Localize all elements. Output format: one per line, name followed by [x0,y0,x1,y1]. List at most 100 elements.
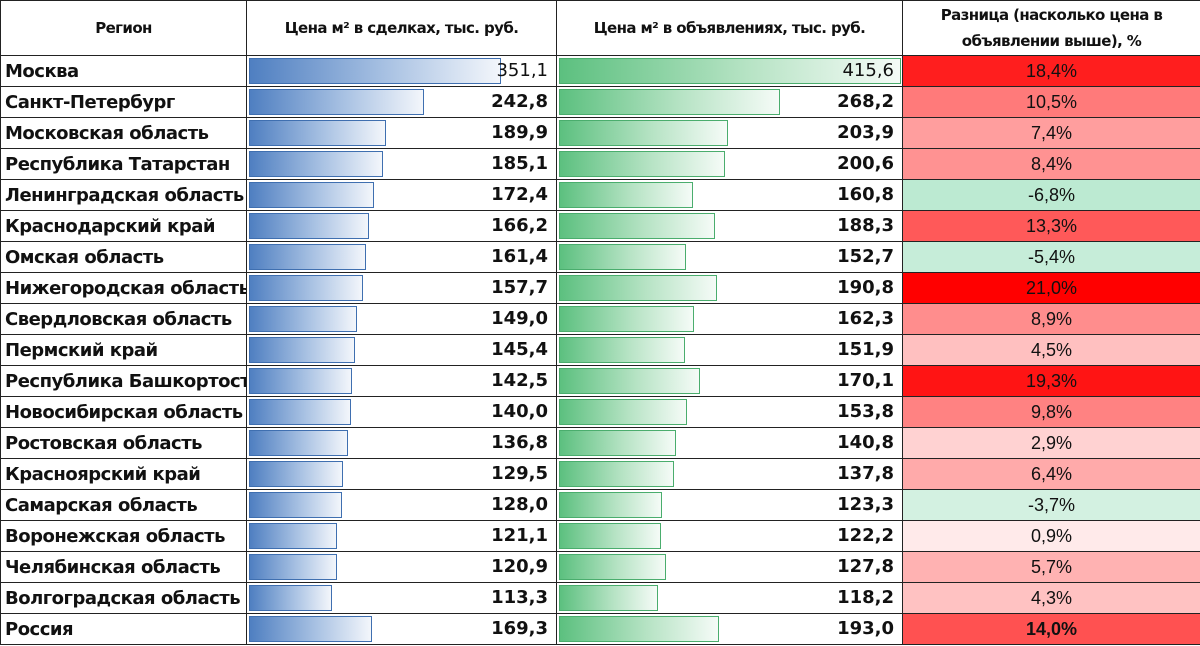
deals-price-value: 149,0 [491,308,548,329]
deals-price-value: 136,8 [491,432,548,453]
listings-price-value: 415,6 [842,60,894,81]
table-row: Московская область 189,9 203,9 7,4% [0,117,1200,149]
deals-price-bar [249,337,355,363]
listings-price-value: 160,8 [837,184,894,205]
listings-price-bar [559,244,686,270]
region-cell: Ленинградская область [0,179,247,211]
difference-cell: -5,4% [902,241,1200,273]
difference-cell: -6,8% [902,179,1200,211]
deals-price-value: 351,1 [496,60,548,81]
difference-cell: 8,4% [902,148,1200,180]
region-cell: Краснодарский край [0,210,247,242]
listings-price-bar [559,120,728,146]
listings-price-cell: 137,8 [556,458,903,490]
listings-price-value: 118,2 [837,587,894,608]
deals-price-bar [249,585,332,611]
region-cell: Челябинская область [0,551,247,583]
listings-price-bar [559,151,725,177]
listings-price-bar [559,554,666,580]
table-body: Москва 351,1 415,6 18,4% Санкт-Петербург 242,… [0,55,1200,645]
listings-price-value: 162,3 [837,308,894,329]
listings-price-bar [559,523,661,549]
listings-price-bar [559,616,719,642]
listings-price-bar [559,430,676,456]
difference-cell: 0,9% [902,520,1200,552]
table-row: Республика Башкортостан 142,5 170,1 19,3% [0,365,1200,397]
deals-price-cell: 145,4 [246,334,557,366]
difference-cell: 4,3% [902,582,1200,614]
deals-price-cell: 136,8 [246,427,557,459]
deals-price-bar [249,461,343,487]
header-difference: Разница (насколько цена в объявлении выш… [902,0,1200,56]
deals-price-bar [249,151,383,177]
listings-price-bar [559,89,780,115]
deals-price-cell: 185,1 [246,148,557,180]
deals-price-cell: 149,0 [246,303,557,335]
listings-price-value: 123,3 [837,494,894,515]
region-cell: Омская область [0,241,247,273]
difference-cell: 14,0% [902,613,1200,645]
deals-price-bar [249,616,372,642]
table-row: Санкт-Петербург 242,8 268,2 10,5% [0,86,1200,118]
deals-price-bar [249,89,424,115]
deals-price-bar [249,275,363,301]
table-row: Пермский край 145,4 151,9 4,5% [0,334,1200,366]
listings-price-cell: 193,0 [556,613,903,645]
region-cell: Республика Башкортостан [0,365,247,397]
deals-price-value: 166,2 [491,215,548,236]
listings-price-value: 268,2 [837,91,894,112]
listings-price-bar [559,306,694,332]
listings-price-bar [559,213,715,239]
difference-cell: 21,0% [902,272,1200,304]
deals-price-value: 172,4 [491,184,548,205]
listings-price-bar [559,461,674,487]
deals-price-value: 169,3 [491,618,548,639]
deals-price-cell: 169,3 [246,613,557,645]
deals-price-value: 129,5 [491,463,548,484]
region-cell: Московская область [0,117,247,149]
difference-cell: 4,5% [902,334,1200,366]
difference-cell: 19,3% [902,365,1200,397]
header-deals-price: Цена м² в сделках, тыс. руб. [246,0,557,56]
deals-price-bar [249,492,342,518]
header-row: Регион Цена м² в сделках, тыс. руб. Цена… [0,0,1200,56]
difference-cell: 7,4% [902,117,1200,149]
listings-price-cell: 127,8 [556,551,903,583]
deals-price-value: 189,9 [491,122,548,143]
listings-price-bar [559,368,700,394]
region-cell: Воронежская область [0,520,247,552]
deals-price-cell: 142,5 [246,365,557,397]
listings-price-value: 152,7 [837,246,894,267]
listings-price-cell: 140,8 [556,427,903,459]
deals-price-bar [249,430,348,456]
header-region: Регион [0,0,247,56]
listings-price-value: 188,3 [837,215,894,236]
region-cell: Россия [0,613,247,645]
region-cell: Республика Татарстан [0,148,247,180]
listings-price-cell: 153,8 [556,396,903,428]
region-cell: Красноярский край [0,458,247,490]
deals-price-value: 128,0 [491,494,548,515]
deals-price-cell: 242,8 [246,86,557,118]
deals-price-cell: 140,0 [246,396,557,428]
deals-price-bar [249,523,337,549]
difference-cell: 2,9% [902,427,1200,459]
deals-price-cell: 161,4 [246,241,557,273]
region-cell: Санкт-Петербург [0,86,247,118]
deals-price-cell: 157,7 [246,272,557,304]
region-cell: Свердловская область [0,303,247,335]
listings-price-value: 151,9 [837,339,894,360]
listings-price-cell: 200,6 [556,148,903,180]
listings-price-bar [559,337,685,363]
listings-price-cell: 118,2 [556,582,903,614]
listings-price-cell: 268,2 [556,86,903,118]
listings-price-bar [559,182,693,208]
listings-price-cell: 162,3 [556,303,903,335]
listings-price-value: 203,9 [837,122,894,143]
listings-price-bar [559,399,687,425]
listings-price-cell: 122,2 [556,520,903,552]
listings-price-bar [559,492,662,518]
deals-price-cell: 351,1 [246,55,557,87]
deals-price-bar [249,368,352,394]
deals-price-bar [249,213,369,239]
